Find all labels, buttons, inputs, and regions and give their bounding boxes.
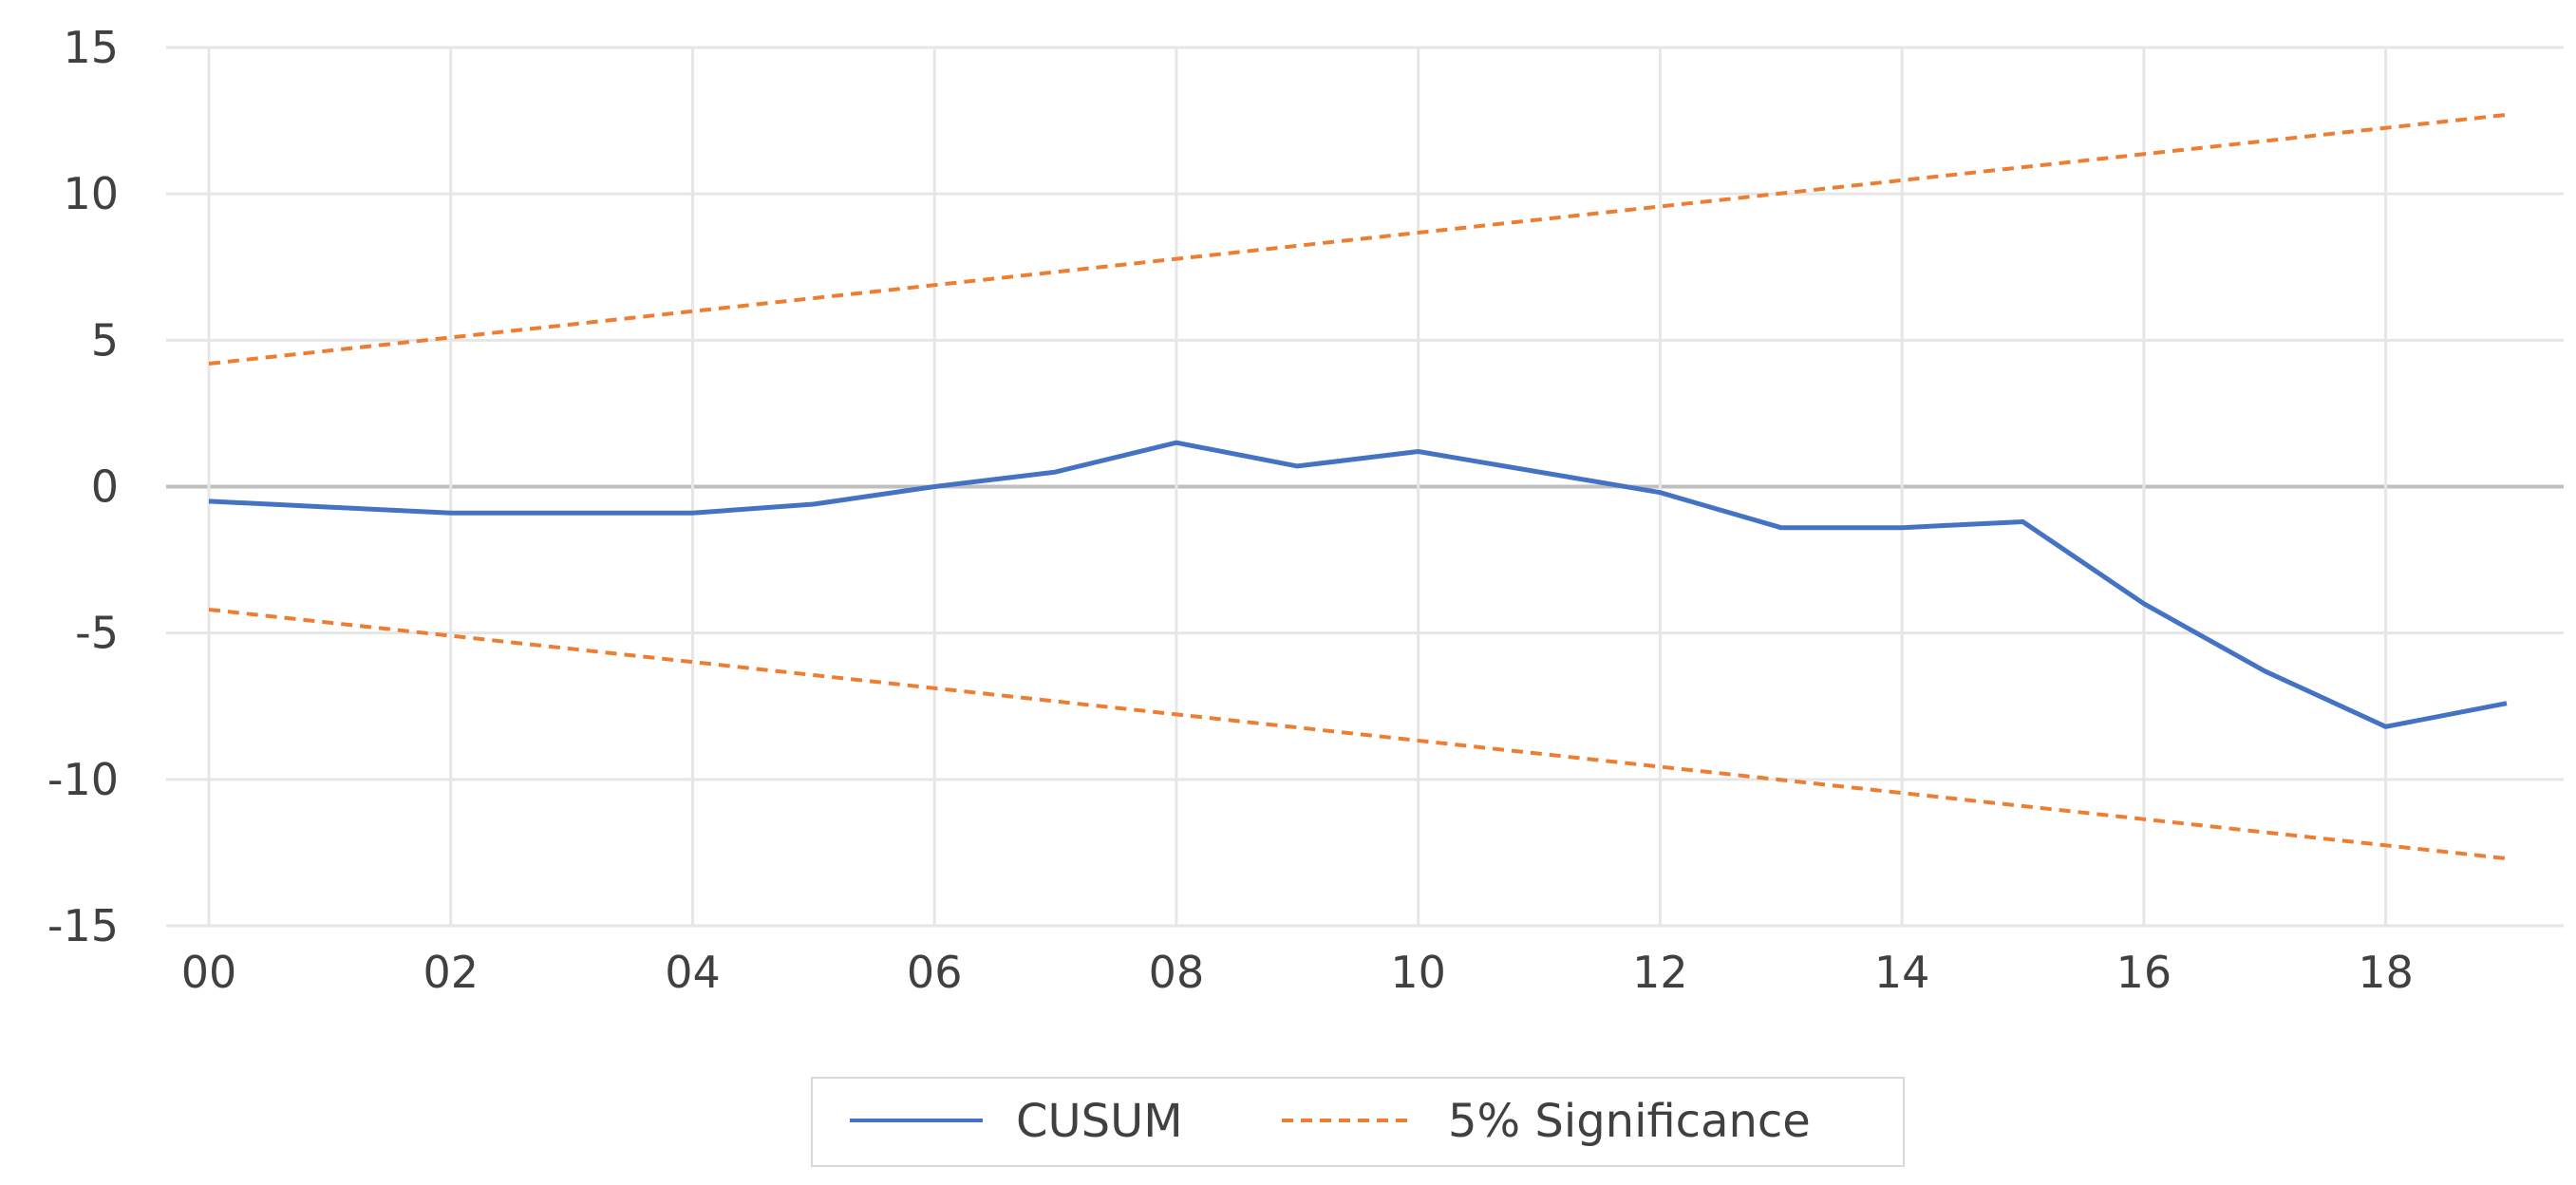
x-tick-label: 06: [907, 947, 963, 998]
x-tick-label: 12: [1632, 947, 1688, 998]
y-tick-label: -10: [47, 754, 119, 805]
cusum-line: [208, 440, 2508, 729]
y-tick-label: 10: [63, 168, 119, 219]
x-tick-label: 02: [423, 947, 479, 998]
x-axis-ticks: 00 02 04 06 08 10 12 14 16 18: [181, 947, 2414, 998]
legend-label-significance: 5% Significance: [1448, 1095, 1811, 1148]
grid-lines: [166, 46, 2564, 928]
x-tick-label: 18: [2358, 947, 2414, 998]
x-tick-label: 14: [1874, 947, 1930, 998]
x-tick-label: 10: [1390, 947, 1446, 998]
lower-significance-line: [208, 608, 2508, 861]
x-tick-label: 00: [181, 947, 237, 998]
x-tick-label: 08: [1149, 947, 1205, 998]
y-tick-label: -5: [75, 608, 119, 659]
legend-label-cusum: CUSUM: [1016, 1095, 1183, 1148]
x-tick-label: 04: [665, 947, 721, 998]
legend: CUSUM 5% Significance: [811, 1077, 1905, 1167]
y-tick-label: 15: [63, 22, 119, 73]
series-lines: [208, 112, 2508, 861]
y-tick-label: 5: [91, 314, 119, 366]
upper-significance-line: [208, 112, 2508, 366]
x-tick-label: 16: [2116, 947, 2172, 998]
y-axis-ticks: 15 10 5 0 -5 -10 -15: [47, 22, 119, 951]
y-tick-label: 0: [91, 461, 119, 513]
y-tick-label: -15: [47, 900, 119, 951]
